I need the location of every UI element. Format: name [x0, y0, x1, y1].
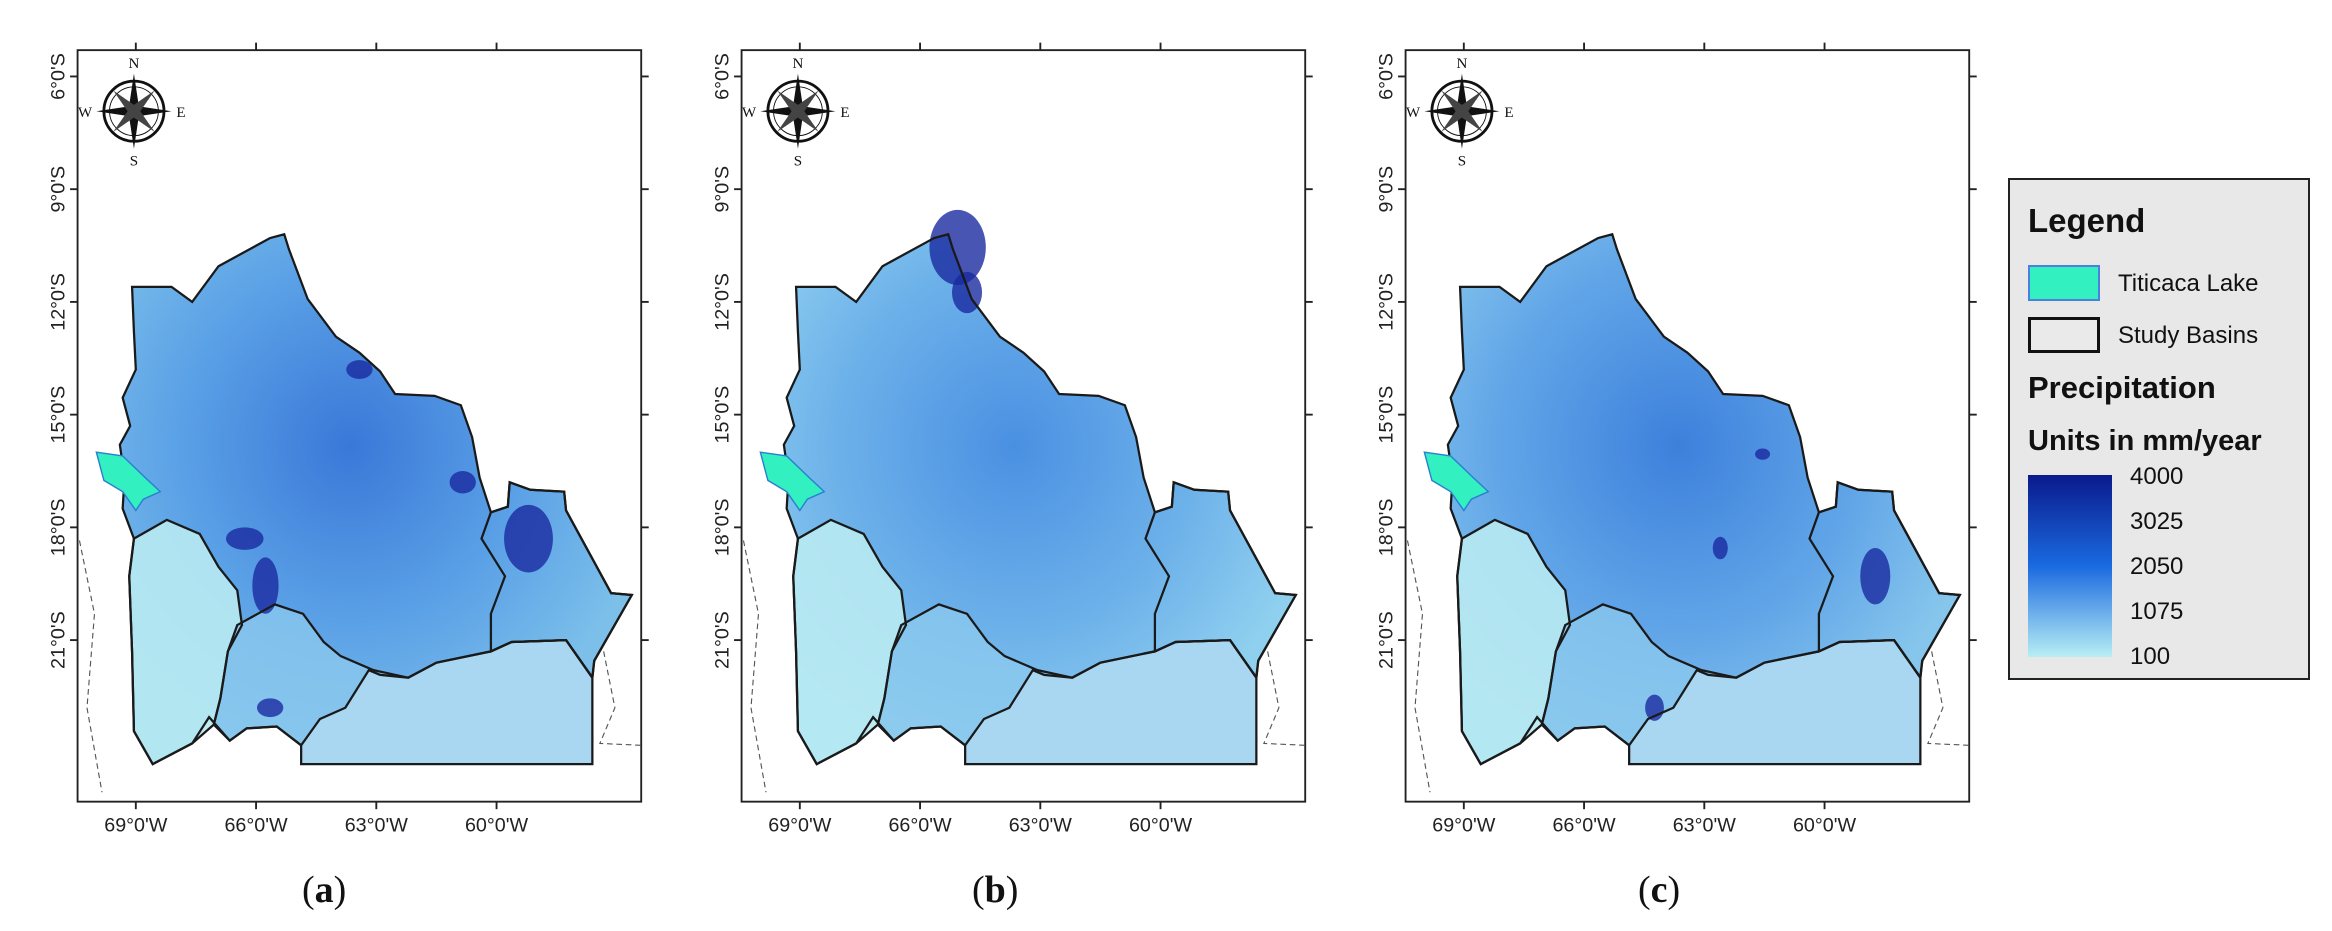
- southern-low-precip: [1541, 604, 1921, 765]
- titicaca-lake: [1423, 451, 1490, 512]
- lat-tick-label: 18°0'S: [47, 499, 69, 557]
- lake-swatch: [2028, 265, 2100, 301]
- map-panel-a: N S E W 6°0'S 9°0'S 12°0'S 15°0'S 18°0'S 21°0'S 69…: [40, 20, 660, 860]
- lon-tick-label: 66°0'W: [1552, 815, 1616, 837]
- panel-caption-a: (a): [302, 869, 347, 911]
- compass-label-w: W: [78, 105, 93, 121]
- lon-tick-label: 63°0'W: [1673, 815, 1737, 837]
- compass-label-e: E: [1504, 105, 1513, 121]
- ramp-label-3025: 3025: [2130, 508, 2184, 535]
- precipitation-hotspot: [1755, 448, 1771, 460]
- lon-tick-label: 69°0'W: [768, 815, 832, 837]
- precipitation-hotspot: [346, 360, 373, 379]
- neighbor-border: [1263, 651, 1306, 746]
- lon-tick-label: 66°0'W: [224, 815, 288, 837]
- precipitation-hotspot: [252, 557, 279, 614]
- neighbor-border: [1406, 540, 1431, 793]
- titicaca-lake: [759, 451, 826, 512]
- altiplano-low-precip: [1457, 519, 1570, 765]
- lon-tick-label: 69°0'W: [1432, 815, 1496, 837]
- lat-tick-label: 12°0'S: [47, 273, 69, 331]
- lat-tick-label: 12°0'S: [1375, 273, 1397, 331]
- ramp-label-2050: 2050: [2130, 553, 2184, 580]
- legend-box: Legend Titicaca Lake Study Basins Precip…: [2008, 178, 2310, 680]
- compass-rose-icon: N S E W: [78, 56, 186, 170]
- lon-tick-label: 60°0'W: [1129, 815, 1193, 837]
- precipitation-hotspot: [226, 527, 264, 550]
- basins-legend-label: Study Basins: [2118, 322, 2259, 349]
- compass-label-s: S: [1458, 154, 1466, 170]
- map-panel-b: N S E W 6°0'S 9°0'S 12°0'S 15°0'S 18°0'S 21°0'S 69…: [704, 20, 1324, 860]
- precipitation-hotspot: [257, 698, 284, 718]
- panel-caption-c: (c): [1638, 869, 1681, 911]
- map-panel-c: N S E W 6°0'S 9°0'S 12°0'S 15°0'S 18°0'S 21°0'S 69…: [1368, 20, 1988, 860]
- lat-tick-label: 18°0'S: [711, 499, 733, 557]
- compass-label-s: S: [794, 154, 802, 170]
- lat-tick-label: 12°0'S: [711, 273, 733, 331]
- lat-tick-label: 21°0'S: [1375, 611, 1397, 669]
- neighbor-border: [1927, 651, 1970, 746]
- lat-tick-label: 21°0'S: [711, 611, 733, 669]
- lat-tick-label: 6°0'S: [47, 53, 69, 100]
- lat-tick-label: 21°0'S: [47, 611, 69, 669]
- lon-tick-label: 69°0'W: [104, 815, 168, 837]
- lat-tick-label: 9°0'S: [711, 166, 733, 213]
- compass-label-w: W: [742, 105, 757, 121]
- precipitation-hotspot: [1860, 548, 1891, 605]
- lat-tick-label: 15°0'S: [1375, 386, 1397, 444]
- basins-swatch: [2028, 317, 2100, 353]
- precipitation-hotspot: [1712, 536, 1728, 560]
- precipitation-hotspot: [449, 471, 476, 494]
- panel-caption-b: (b): [972, 869, 1019, 911]
- lon-tick-label: 63°0'W: [1009, 815, 1073, 837]
- compass-label-n: N: [1457, 56, 1468, 72]
- neighbor-border: [742, 540, 767, 793]
- compass-label-w: W: [1406, 105, 1421, 121]
- map-b: N S E W 6°0'S 9°0'S 12°0'S 15°0'S 18°0'S 21°0'S 69…: [711, 42, 1313, 837]
- lat-tick-label: 9°0'S: [47, 166, 69, 213]
- lon-tick-label: 66°0'W: [888, 815, 952, 837]
- lat-tick-label: 15°0'S: [711, 386, 733, 444]
- basin-outline: [480, 480, 634, 681]
- compass-label-e: E: [840, 105, 849, 121]
- compass-label-s: S: [130, 154, 138, 170]
- map-a: N S E W 6°0'S 9°0'S 12°0'S 15°0'S 18°0'S 21°0'S 69…: [47, 42, 649, 837]
- altiplano-low-precip: [129, 519, 242, 765]
- map-c: N S E W 6°0'S 9°0'S 12°0'S 15°0'S 18°0'S 21°0'S 69…: [1375, 42, 1977, 837]
- lake-legend-label: Titicaca Lake: [2118, 270, 2259, 297]
- ramp-label-100: 100: [2130, 643, 2171, 670]
- altiplano-low-precip: [793, 519, 906, 765]
- legend-title: Legend: [2028, 202, 2146, 239]
- units-title: Units in mm/year: [2028, 425, 2262, 457]
- lat-tick-label: 9°0'S: [1375, 166, 1397, 213]
- southern-low-precip: [877, 604, 1257, 765]
- compass-label-n: N: [129, 56, 140, 72]
- precipitation-hotspot: [929, 209, 986, 285]
- basin-outline: [1144, 480, 1298, 681]
- lon-tick-label: 60°0'W: [465, 815, 529, 837]
- southern-low-precip: [213, 604, 593, 765]
- lon-tick-label: 60°0'W: [1793, 815, 1857, 837]
- compass-rose-icon: N S E W: [742, 56, 850, 170]
- precipitation-ramp: [2028, 475, 2112, 657]
- ramp-label-4000: 4000: [2130, 463, 2184, 490]
- lat-tick-label: 6°0'S: [1375, 53, 1397, 100]
- compass-label-n: N: [793, 56, 804, 72]
- neighbor-border: [78, 540, 103, 793]
- precipitation-title: Precipitation: [2028, 370, 2216, 405]
- lon-tick-label: 63°0'W: [345, 815, 409, 837]
- lat-tick-label: 6°0'S: [711, 53, 733, 100]
- ramp-label-1075: 1075: [2130, 598, 2184, 625]
- neighbor-border: [599, 651, 642, 746]
- titicaca-lake: [95, 451, 162, 512]
- compass-label-e: E: [176, 105, 185, 121]
- lat-tick-label: 15°0'S: [47, 386, 69, 444]
- precipitation-hotspot: [504, 504, 553, 573]
- lat-tick-label: 18°0'S: [1375, 499, 1397, 557]
- basin-outline: [1808, 480, 1962, 681]
